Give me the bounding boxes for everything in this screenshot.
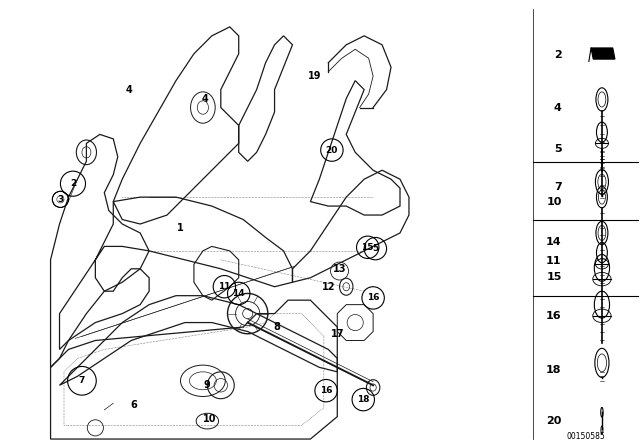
Text: 00150585: 00150585 [566,432,605,441]
Text: 7: 7 [79,376,85,385]
Text: 15: 15 [362,243,374,252]
Text: 16: 16 [367,293,380,302]
Text: 17: 17 [330,329,344,339]
Text: 14: 14 [232,289,245,298]
Text: 18: 18 [357,395,369,404]
Text: 11: 11 [546,256,562,266]
Text: 5: 5 [372,244,378,253]
Text: 1: 1 [177,224,184,233]
Text: 4: 4 [125,85,132,95]
Text: 15: 15 [547,272,562,282]
Polygon shape [591,48,615,59]
Text: 7: 7 [554,182,562,192]
Text: 9: 9 [204,380,211,390]
Text: 6: 6 [130,401,137,410]
Text: 20: 20 [547,416,562,426]
Text: 5: 5 [554,144,562,154]
Text: 14: 14 [546,237,562,247]
Text: 13: 13 [333,264,346,274]
Text: 16: 16 [546,311,562,321]
Text: 8: 8 [273,322,280,332]
Text: 10: 10 [547,198,562,207]
Text: 2: 2 [70,179,76,188]
Text: 10: 10 [203,414,216,424]
Text: 16: 16 [320,386,332,395]
Text: 2: 2 [554,50,562,60]
Text: 11: 11 [218,282,230,291]
Text: 19: 19 [308,71,322,81]
Text: 4: 4 [202,94,209,103]
Text: 20: 20 [326,146,338,155]
Text: 3: 3 [58,195,63,204]
Text: 18: 18 [546,365,562,375]
Text: 4: 4 [554,103,562,112]
Text: 12: 12 [321,282,335,292]
